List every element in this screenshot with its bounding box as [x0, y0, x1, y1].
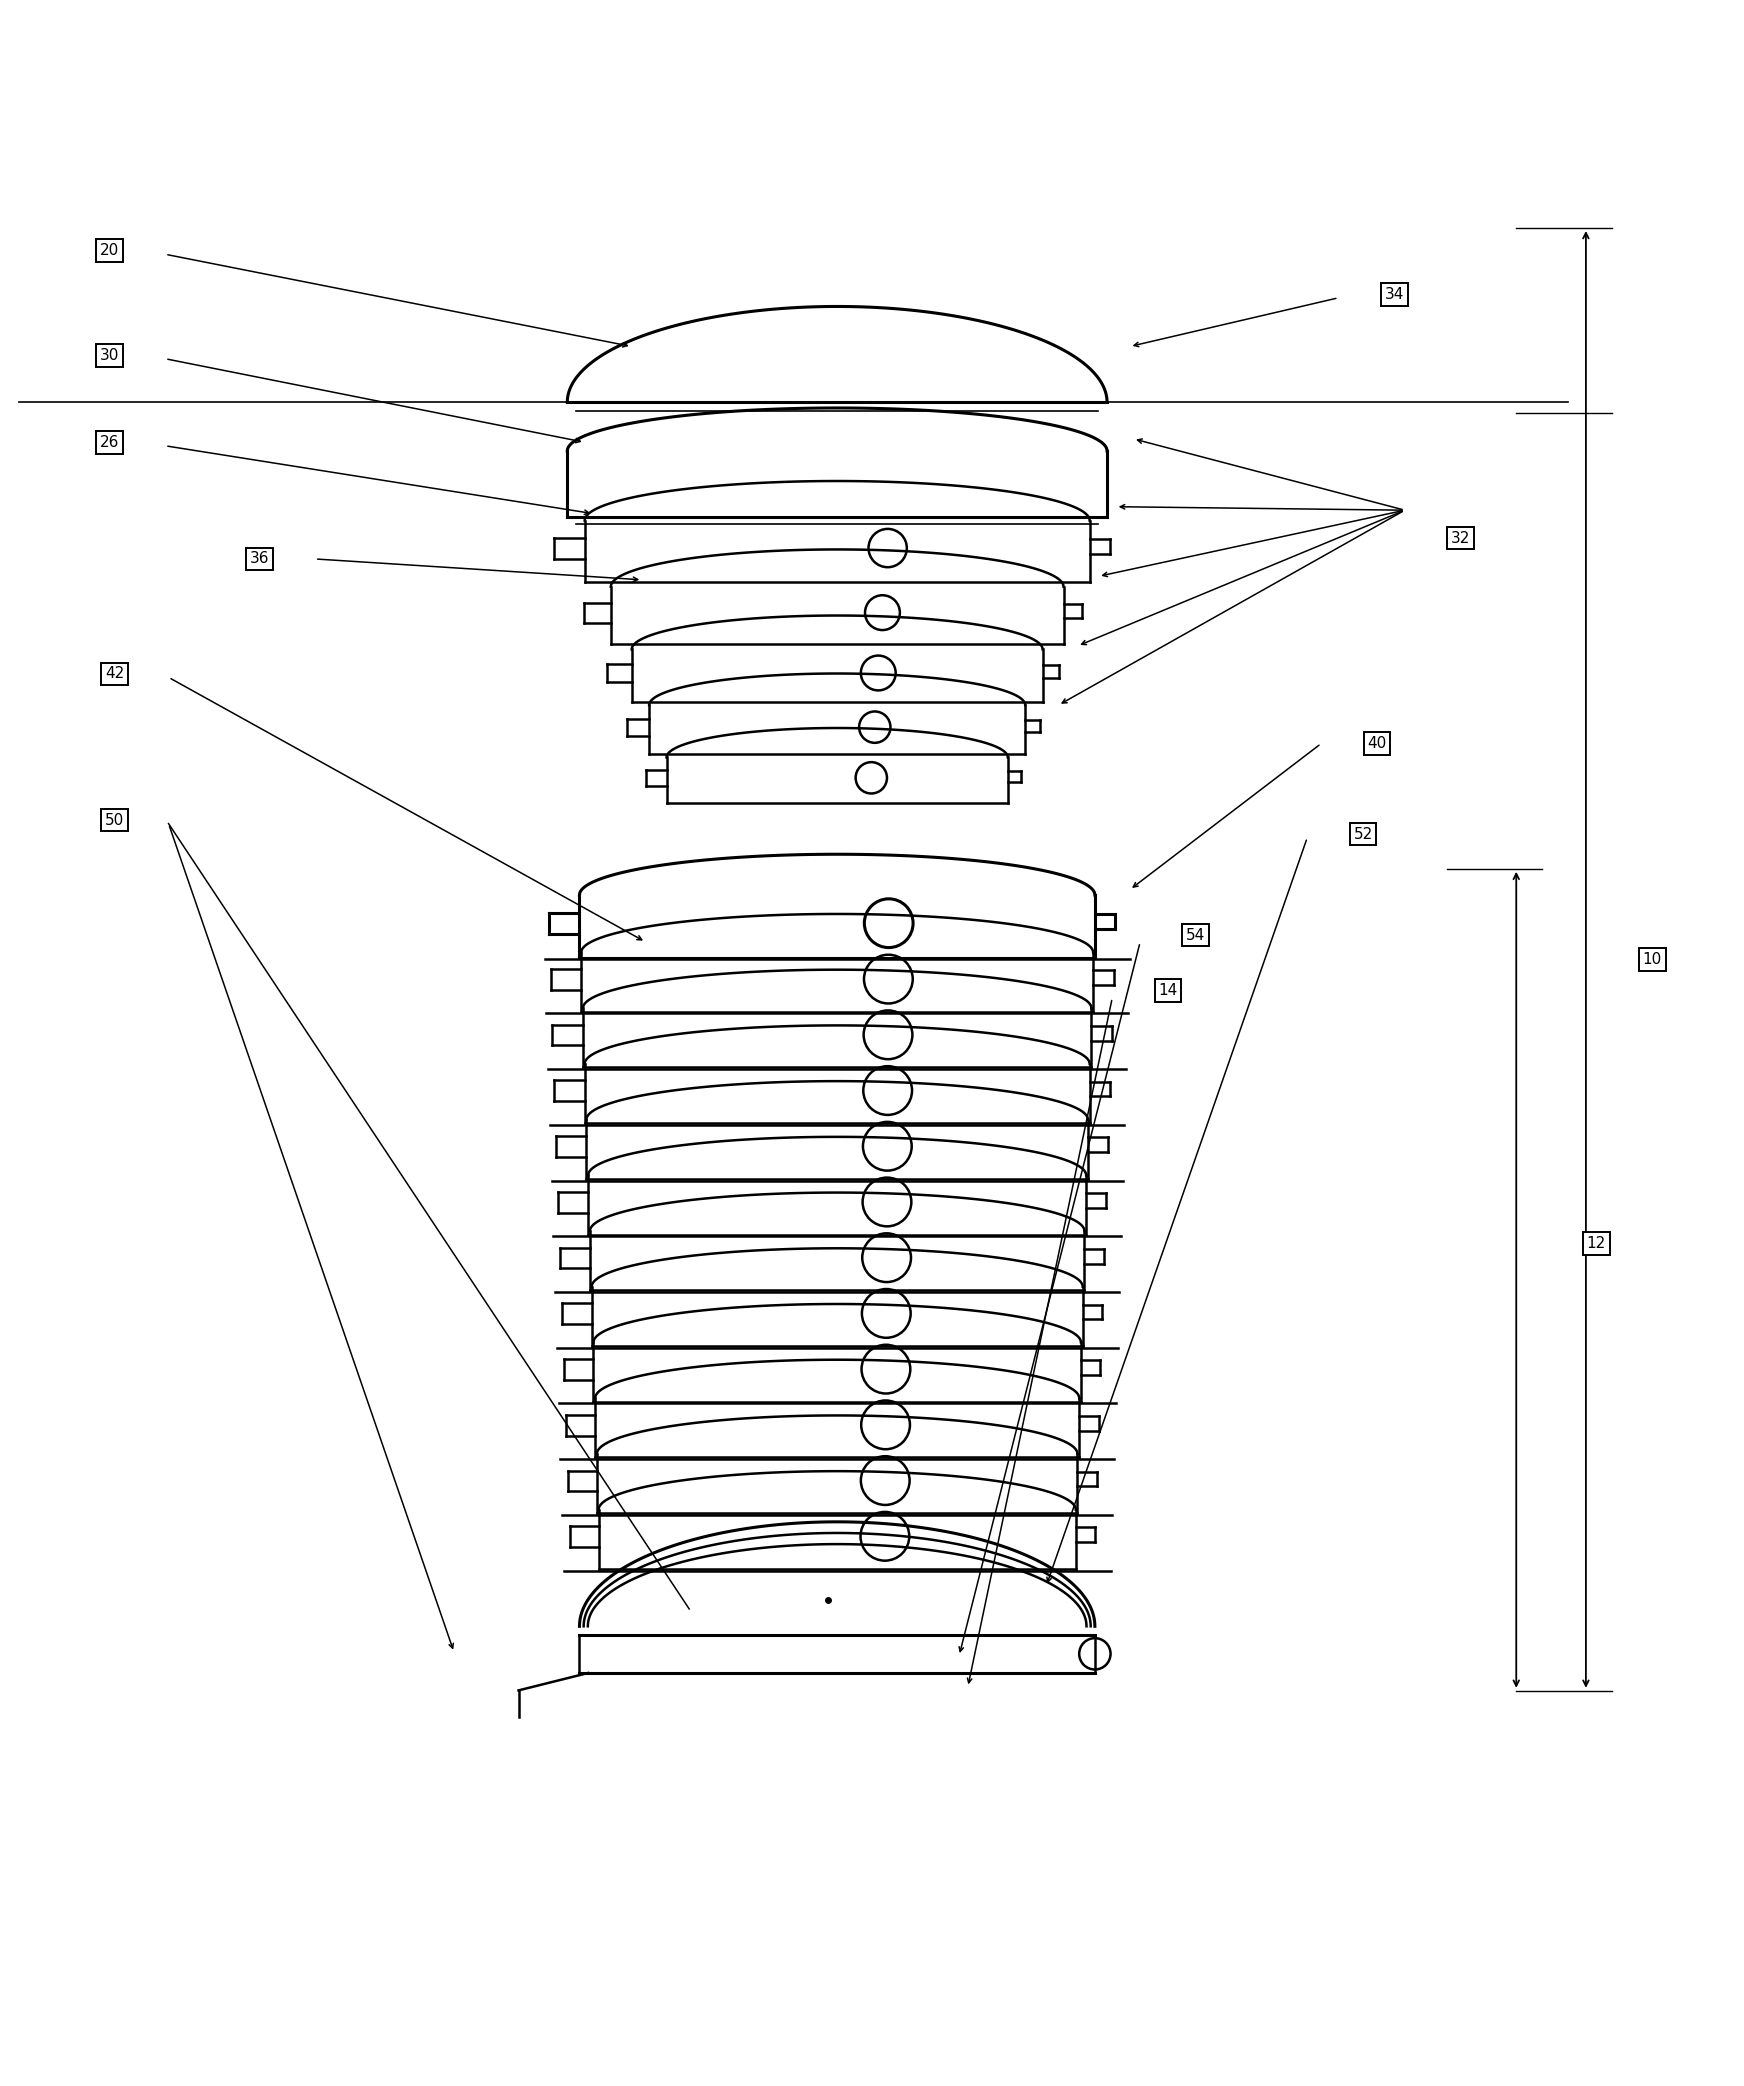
Text: 20: 20	[99, 244, 119, 259]
Text: 34: 34	[1385, 286, 1404, 302]
Text: 52: 52	[1353, 826, 1373, 841]
Text: 36: 36	[249, 551, 269, 567]
Text: 50: 50	[105, 814, 124, 828]
Text: 14: 14	[1158, 983, 1177, 999]
Text: 32: 32	[1451, 530, 1470, 547]
Text: 10: 10	[1643, 951, 1662, 968]
Text: 30: 30	[99, 348, 119, 363]
Text: 54: 54	[1186, 928, 1205, 943]
Text: 42: 42	[105, 665, 124, 682]
Text: 40: 40	[1367, 736, 1386, 751]
Text: 26: 26	[99, 434, 119, 451]
Text: 12: 12	[1587, 1235, 1606, 1252]
